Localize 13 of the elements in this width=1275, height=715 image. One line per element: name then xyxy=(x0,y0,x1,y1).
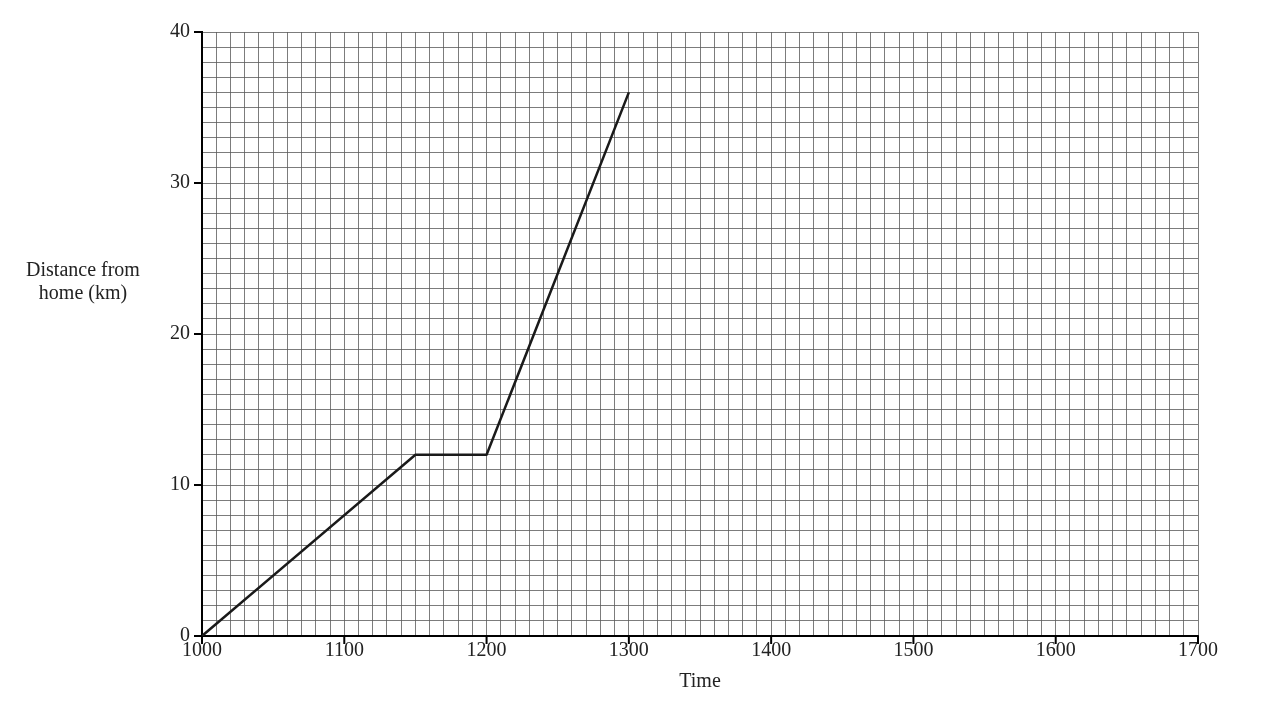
x-tick-label: 1500 xyxy=(893,638,934,661)
x-tick-label: 1600 xyxy=(1035,638,1076,661)
x-tick-label: 1100 xyxy=(324,638,364,661)
x-tick-label: 1200 xyxy=(466,638,507,661)
x-axis-title: Time xyxy=(679,669,721,692)
y-tick-label: 40 xyxy=(170,19,190,42)
y-axis-title: Distance from home (km) xyxy=(25,258,141,304)
x-tick-label: 1700 xyxy=(1178,638,1218,661)
x-tick-label: 1300 xyxy=(608,638,649,661)
y-tick-label: 30 xyxy=(170,170,190,193)
y-tick-label: 10 xyxy=(170,472,190,495)
x-tick-label: 1400 xyxy=(751,638,792,661)
y-tick-label: 20 xyxy=(170,321,190,344)
